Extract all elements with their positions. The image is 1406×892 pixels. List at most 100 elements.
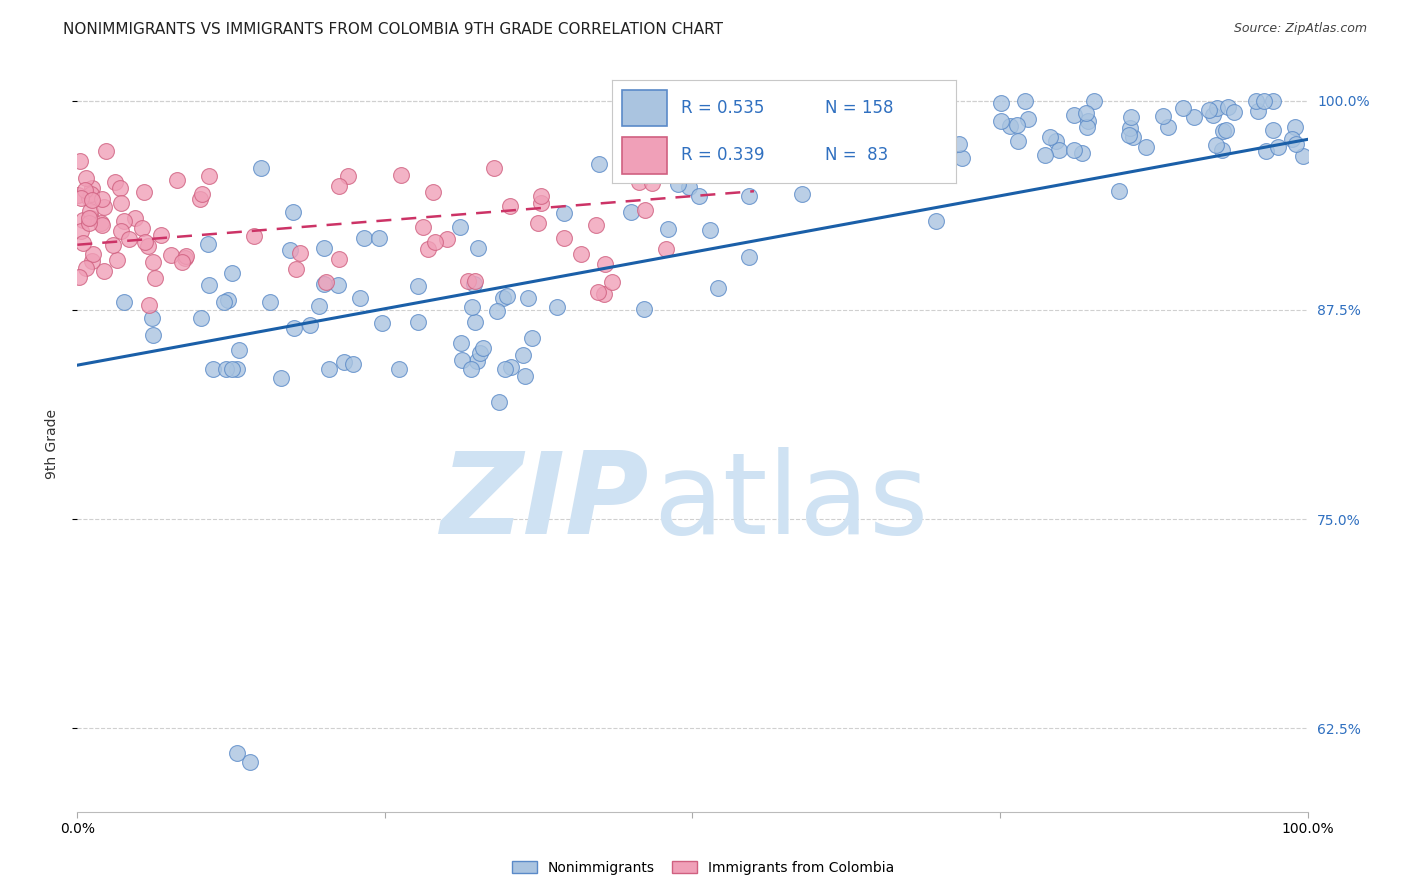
Bar — [621, 89, 666, 127]
Legend: Nonimmigrants, Immigrants from Colombia: Nonimmigrants, Immigrants from Colombia — [506, 855, 900, 880]
Point — [530, 188, 553, 202]
Point — [337, 169, 360, 184]
Point — [1292, 149, 1315, 163]
Point — [678, 180, 700, 194]
Point — [699, 223, 721, 237]
Point — [745, 132, 768, 146]
Point — [1202, 108, 1225, 122]
Point — [499, 199, 522, 213]
Point — [780, 111, 803, 125]
Point — [844, 104, 866, 119]
Point — [492, 291, 515, 305]
Point — [108, 181, 131, 195]
Point — [593, 257, 616, 271]
Point — [134, 235, 156, 249]
Point — [820, 134, 842, 148]
Point — [353, 231, 375, 245]
Point — [93, 264, 115, 278]
Point — [1014, 94, 1036, 108]
Point — [82, 193, 104, 207]
Point — [707, 281, 730, 295]
Point — [450, 353, 472, 368]
Point — [112, 214, 135, 228]
Point — [664, 162, 686, 177]
Point — [105, 253, 128, 268]
Point — [512, 348, 534, 362]
Point — [73, 183, 96, 197]
Point — [142, 328, 165, 343]
Point — [569, 246, 592, 260]
Point — [728, 140, 751, 154]
Point — [149, 228, 172, 243]
Point — [908, 119, 931, 133]
Point — [655, 242, 678, 256]
Point — [406, 315, 429, 329]
Point — [328, 252, 350, 266]
Point — [226, 746, 249, 760]
Point — [1047, 143, 1070, 157]
Point — [688, 189, 710, 203]
Point — [75, 170, 97, 185]
Point — [318, 361, 340, 376]
Point — [586, 285, 609, 299]
Point — [1119, 121, 1142, 136]
Point — [143, 271, 166, 285]
Point — [190, 186, 212, 201]
Point — [118, 232, 141, 246]
Point — [666, 177, 689, 191]
Point — [67, 269, 90, 284]
Point — [1039, 130, 1062, 145]
Point — [546, 300, 568, 314]
Bar — [621, 136, 666, 174]
Point — [298, 318, 321, 333]
Point — [1284, 120, 1306, 135]
Point — [925, 214, 948, 228]
Point — [686, 139, 709, 153]
Point — [1108, 184, 1130, 198]
Point — [530, 196, 553, 211]
Point — [1216, 100, 1239, 114]
Point — [517, 291, 540, 305]
Point — [585, 219, 607, 233]
Point — [1182, 110, 1205, 124]
Point — [633, 203, 655, 218]
Point — [449, 219, 471, 234]
Point — [620, 204, 643, 219]
Point — [91, 192, 114, 206]
Point — [494, 361, 516, 376]
Point — [1206, 101, 1229, 115]
Point — [190, 311, 212, 326]
Point — [283, 320, 305, 334]
Point — [657, 222, 679, 236]
Point — [423, 235, 446, 250]
Point — [920, 112, 942, 127]
Point — [1121, 110, 1143, 124]
Point — [326, 278, 349, 293]
Point — [170, 255, 193, 269]
Point — [1261, 94, 1284, 108]
Point — [94, 144, 117, 158]
Point — [1254, 145, 1277, 159]
Point — [527, 216, 550, 230]
Point — [422, 186, 444, 200]
Text: NONIMMIGRANTS VS IMMIGRANTS FROM COLOMBIA 9TH GRADE CORRELATION CHART: NONIMMIGRANTS VS IMMIGRANTS FROM COLOMBI… — [63, 22, 723, 37]
Text: R = 0.535: R = 0.535 — [681, 99, 763, 117]
Point — [934, 108, 956, 122]
Point — [314, 277, 336, 291]
Point — [1211, 143, 1233, 157]
Point — [842, 106, 865, 120]
Point — [77, 191, 100, 205]
Point — [77, 211, 100, 225]
Point — [112, 294, 135, 309]
Point — [792, 111, 814, 125]
Point — [499, 360, 522, 375]
Point — [72, 235, 94, 250]
Point — [990, 95, 1012, 110]
Point — [80, 211, 103, 225]
Point — [110, 196, 132, 211]
Point — [1285, 136, 1308, 151]
Point — [198, 169, 221, 184]
Point — [387, 361, 409, 376]
Point — [1118, 128, 1140, 142]
Point — [142, 254, 165, 268]
